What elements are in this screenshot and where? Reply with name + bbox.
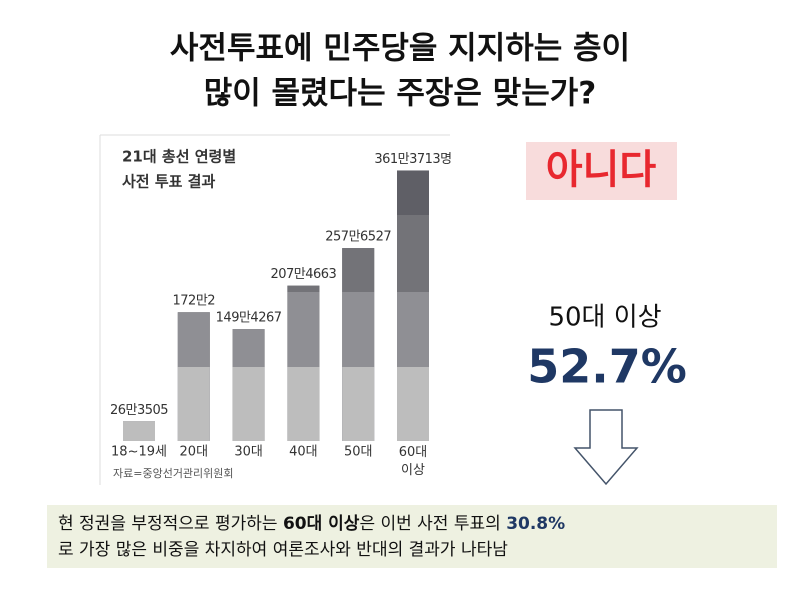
value-label: 361만3713명 [374, 152, 451, 167]
bar-shade [287, 367, 320, 441]
bar-shade [177, 367, 210, 441]
note-segment: 30.8% [506, 514, 565, 534]
bar-shade [342, 248, 375, 292]
note-segment: 60대 이상 [283, 514, 360, 534]
value-label: 149만4267 [216, 311, 282, 326]
value-label: 257만6527 [325, 230, 391, 245]
x-tick-label: 60대 이상 [399, 445, 428, 478]
bar-shade [177, 312, 210, 367]
chart-title: 21대 총선 연령별 [122, 148, 236, 166]
bar-shade [397, 367, 429, 441]
note-segment: 현 정권을 부정적으로 평가하는 [58, 514, 283, 534]
bar-shade [397, 292, 429, 367]
value-label: 26만3505 [110, 403, 168, 418]
chart-title: 사전 투표 결과 [122, 173, 215, 191]
chart-source: 자료=중앙선거관리위원회 [113, 467, 234, 480]
bar-shade [287, 292, 320, 367]
bars: 26만3505 18~19세 172만2 20대 149만4267 30대 207만4663… [110, 152, 452, 478]
value-label: 207만4663 [270, 267, 336, 282]
stat-value: 52.7% [527, 340, 687, 394]
bar-shade [342, 367, 375, 441]
x-tick-label: 40대 [289, 445, 318, 460]
value-label: 172만2 [173, 294, 216, 309]
bar-shade [123, 421, 155, 441]
x-tick-label: 50대 [344, 445, 373, 460]
note-line: 현 정권을 부정적으로 평가하는 60대 이상은 이번 사전 투표의 30.8% [58, 514, 565, 534]
x-tick-label: 30대 [234, 445, 263, 460]
answer: 아니다 [546, 147, 657, 193]
down-arrow [573, 409, 639, 486]
note-box [47, 505, 777, 568]
slide-title: 많이 몰렸다는 주장은 맞는가? [204, 76, 597, 112]
bar-shade [232, 329, 265, 367]
bar-shade [287, 285, 320, 292]
note-segment: 은 이번 사전 투표의 [359, 514, 506, 534]
answer-box [526, 142, 677, 200]
note-line: 로 가장 많은 비중을 차지하여 여론조사와 반대의 결과가 나타남 [58, 540, 508, 560]
bar-shade [397, 215, 429, 292]
bar-shade [342, 292, 375, 367]
bar-shade [232, 367, 265, 441]
stat-label: 50대 이상 [548, 303, 661, 333]
chart-panel [100, 135, 450, 485]
x-tick-label: 18~19세 [111, 445, 167, 460]
slide-title: 사전투표에 민주당을 지지하는 층이 [170, 31, 630, 67]
x-tick-label: 20대 [180, 445, 209, 460]
